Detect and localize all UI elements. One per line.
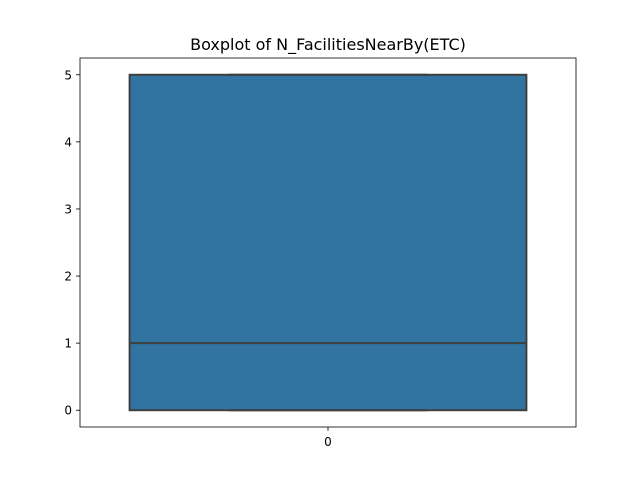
y-tick-label: 3 [64,202,72,216]
x-axis: 0 [324,427,332,449]
y-tick-label: 5 [64,68,72,82]
boxes-group [128,73,528,412]
y-tick-label: 4 [64,135,72,149]
chart-title: Boxplot of N_FacilitiesNearBy(ETC) [190,35,466,55]
axes-frame [79,57,577,428]
box-iqr [128,73,528,412]
y-tick-label: 2 [64,270,72,284]
y-tick-label: 0 [64,404,72,418]
y-tick-label: 1 [64,337,72,351]
x-tick-label: 0 [324,435,332,449]
y-axis: 0 1 2 3 4 5 [64,68,80,418]
